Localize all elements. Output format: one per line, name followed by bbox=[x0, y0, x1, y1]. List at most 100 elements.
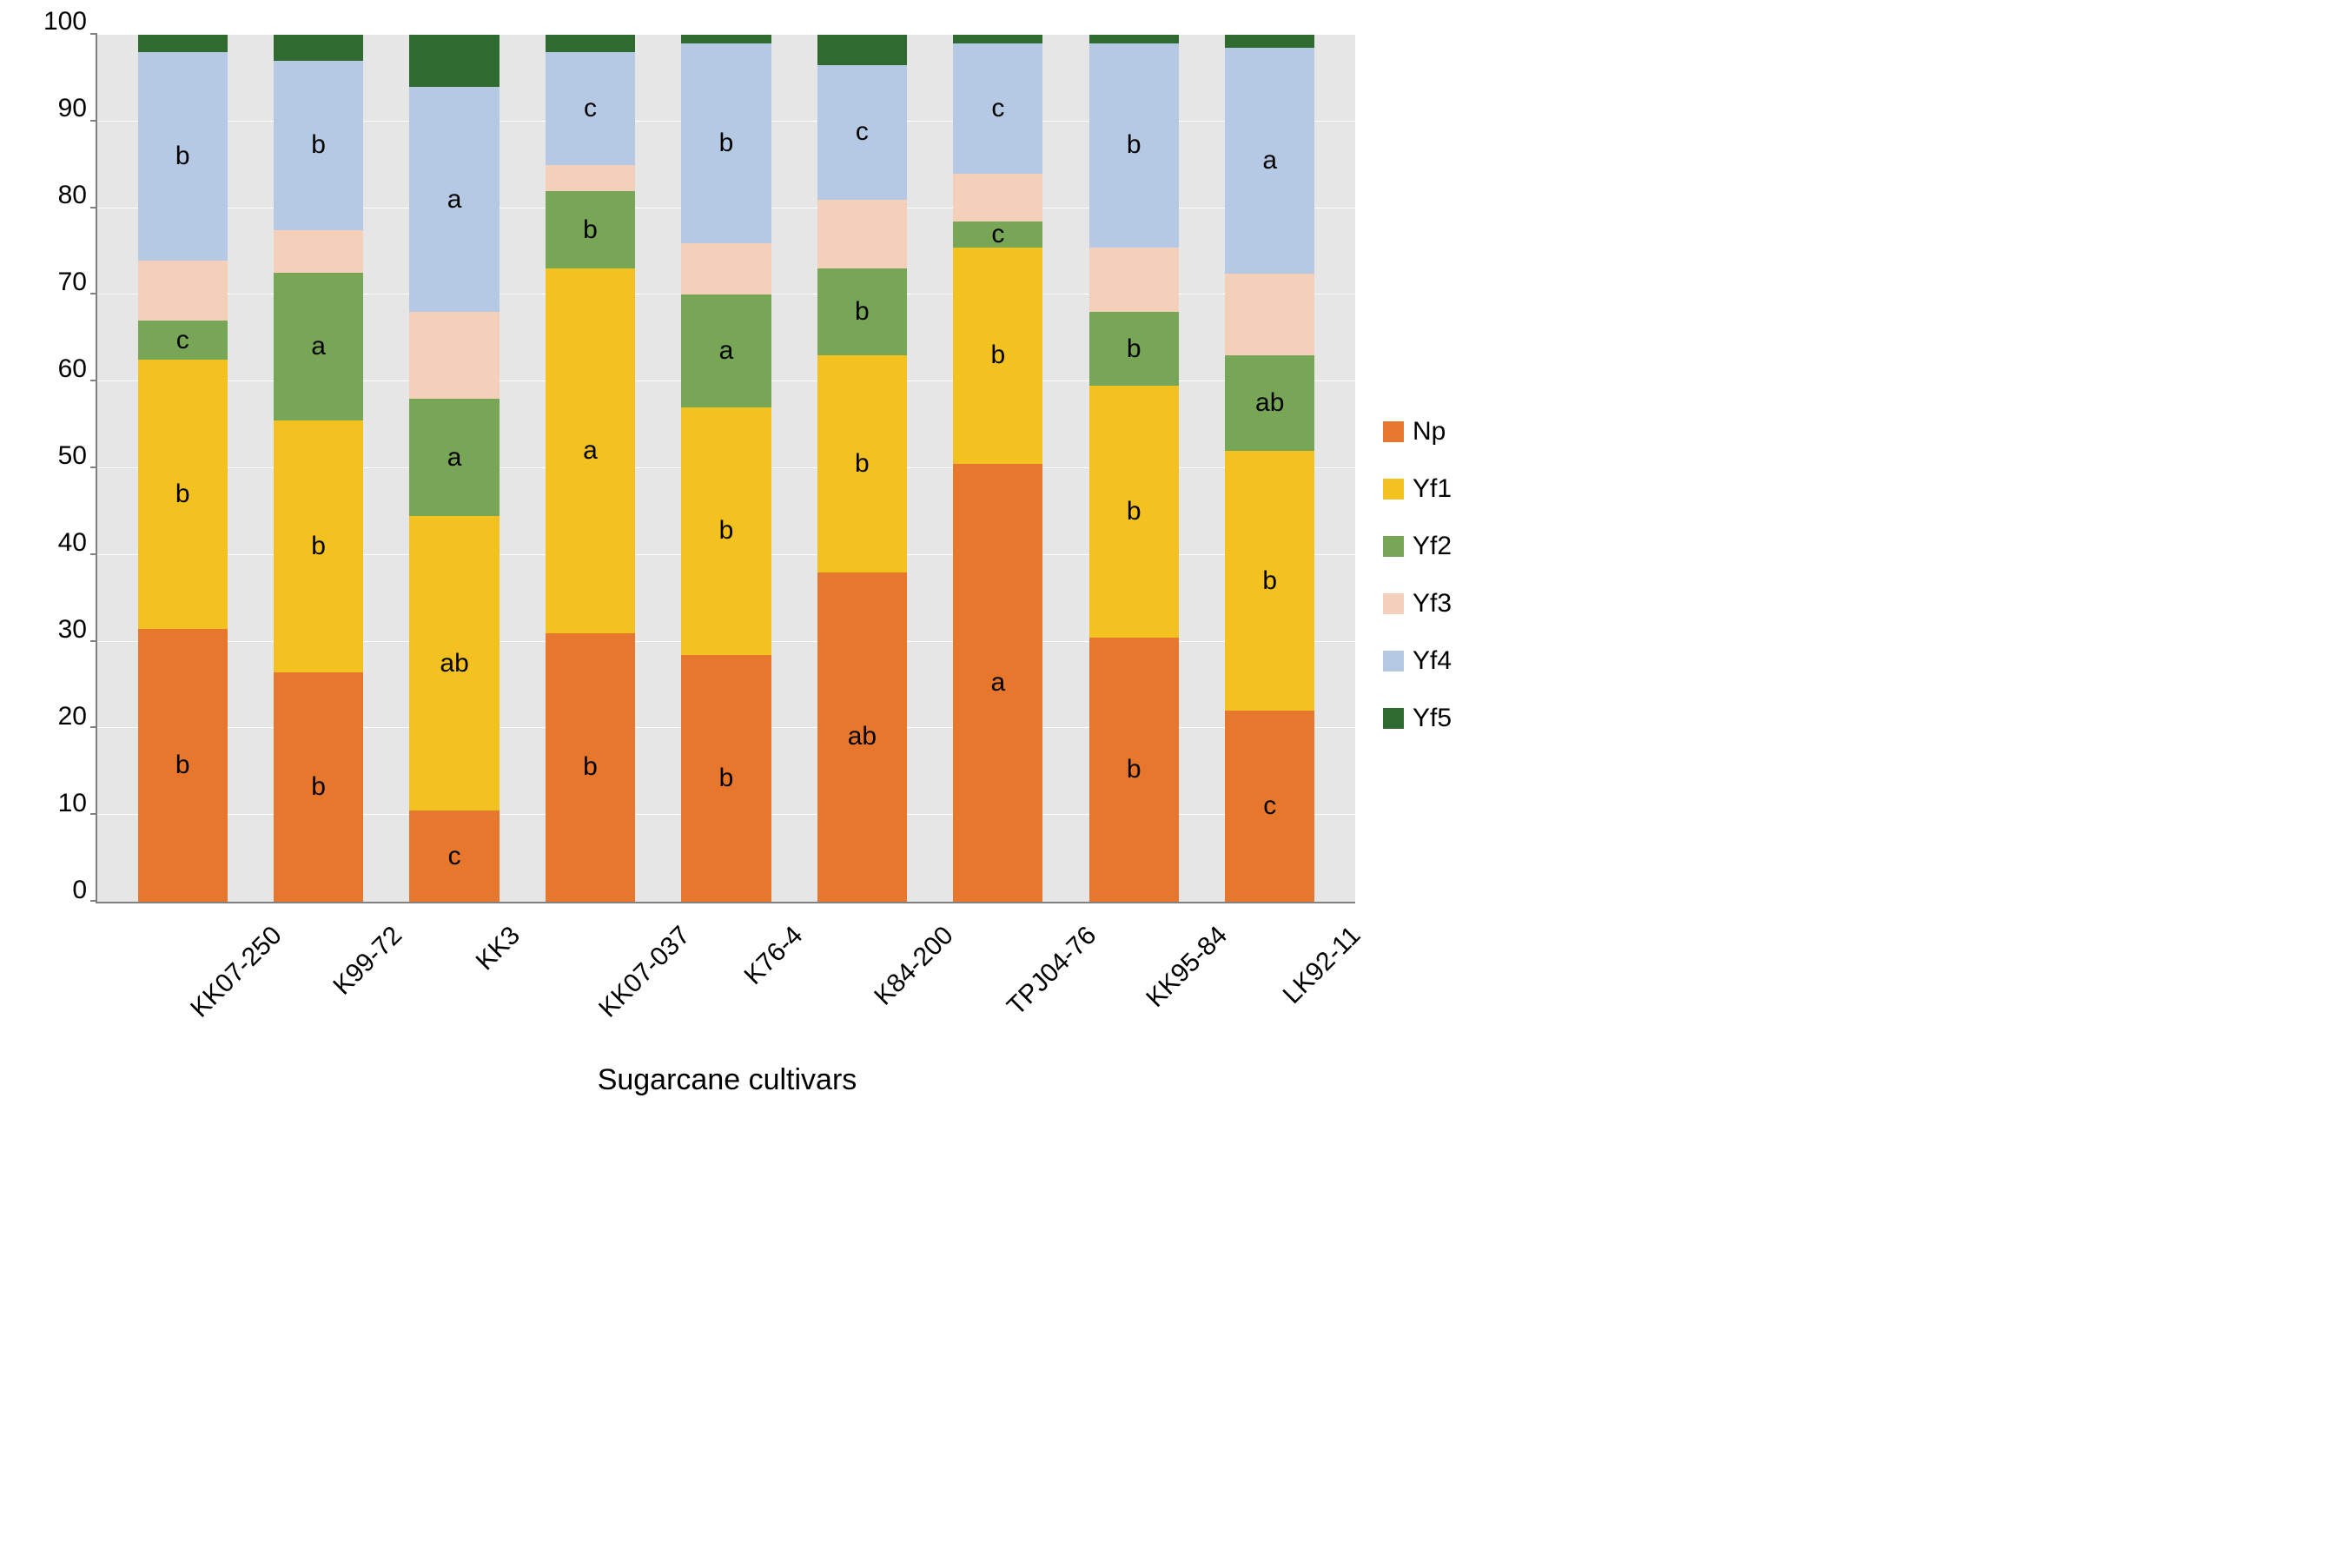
legend-item-Yf1: Yf1 bbox=[1383, 474, 1452, 504]
segment-Yf5 bbox=[953, 35, 1042, 43]
segment-annotation: b bbox=[1127, 334, 1141, 364]
segment-Np: a bbox=[953, 464, 1042, 902]
plot-row: 0102030405060708090100 bbcbbbabcabaababc… bbox=[35, 35, 1357, 903]
bar-slot: bbcb bbox=[115, 35, 250, 902]
segment-annotation: b bbox=[855, 297, 870, 327]
segment-annotation: c bbox=[448, 842, 461, 871]
segment-Yf1: a bbox=[546, 268, 635, 632]
y-tick-mark bbox=[90, 33, 97, 35]
y-tick-mark bbox=[90, 207, 97, 208]
segment-annotation: ab bbox=[1255, 388, 1284, 418]
segment-Yf3 bbox=[546, 165, 635, 191]
segment-annotation: c bbox=[1263, 791, 1276, 821]
segment-Yf1: b bbox=[681, 407, 771, 654]
x-category-label: K99-72 bbox=[328, 921, 407, 1001]
bar-slot: abcc bbox=[930, 35, 1066, 902]
legend-item-Yf4: Yf4 bbox=[1383, 646, 1452, 676]
segment-annotation: b bbox=[855, 449, 870, 479]
legend-label: Np bbox=[1413, 417, 1446, 447]
segment-Yf5 bbox=[1089, 35, 1179, 43]
bar-KK95-84: bbbb bbox=[1089, 35, 1179, 902]
segment-Yf2: b bbox=[546, 191, 635, 269]
chart-main: Average percentage frequency of waveform… bbox=[35, 35, 1357, 1097]
segment-annotation: b bbox=[311, 772, 326, 802]
bar-slot: babc bbox=[522, 35, 658, 902]
segment-annotation: c bbox=[991, 94, 1004, 123]
chart-container: Average percentage frequency of waveform… bbox=[35, 35, 2314, 1097]
segment-annotation: a bbox=[583, 436, 598, 466]
x-category-label: K76-4 bbox=[738, 921, 809, 991]
segment-Yf3 bbox=[681, 243, 771, 295]
y-tick-mark bbox=[90, 293, 97, 294]
segment-annotation: ab bbox=[440, 649, 468, 678]
legend-label: Yf2 bbox=[1413, 532, 1452, 561]
bar-KK3: c ab a a bbox=[409, 35, 499, 902]
segment-Yf3 bbox=[817, 200, 907, 269]
segment-annotation: b bbox=[719, 129, 734, 158]
x-category-label: KK07-037 bbox=[593, 921, 696, 1023]
segment-annotation: a bbox=[1262, 146, 1277, 175]
segment-annotation: c bbox=[176, 326, 189, 355]
segment-annotation: c bbox=[856, 117, 869, 147]
x-category-label: KK95-84 bbox=[1141, 921, 1234, 1014]
segment-Yf1: b bbox=[1225, 451, 1314, 711]
x-axis-labels: KK07-250K99-72KK3KK07-037K76-4K84-200TPJ… bbox=[97, 903, 1357, 942]
legend-swatch bbox=[1383, 708, 1404, 729]
legend-swatch bbox=[1383, 536, 1404, 557]
segment-Yf4: c bbox=[546, 52, 635, 165]
bar-slot: b b a b bbox=[658, 35, 794, 902]
segment-Np: b bbox=[274, 672, 363, 902]
x-category-label: KK3 bbox=[471, 921, 526, 976]
segment-Yf2: c bbox=[138, 321, 228, 360]
y-tick-mark bbox=[90, 900, 97, 902]
segment-annotation: b bbox=[175, 480, 190, 509]
segment-Yf1: b bbox=[138, 360, 228, 628]
segment-Yf1: b bbox=[817, 355, 907, 572]
segment-annotation: b bbox=[719, 516, 734, 546]
segment-Yf1: b bbox=[953, 248, 1042, 465]
legend-label: Yf5 bbox=[1413, 704, 1452, 733]
legend-label: Yf4 bbox=[1413, 646, 1452, 676]
y-tick-mark bbox=[90, 640, 97, 642]
y-tick-mark bbox=[90, 466, 97, 468]
segment-annotation: b bbox=[311, 532, 326, 561]
segment-Yf5 bbox=[681, 35, 771, 43]
segment-Np: b bbox=[681, 655, 771, 902]
segment-Yf4: c bbox=[817, 65, 907, 200]
bar-LK92-11: c b ab a bbox=[1225, 35, 1314, 902]
legend-item-Yf5: Yf5 bbox=[1383, 704, 1452, 733]
segment-annotation: b bbox=[990, 341, 1005, 370]
legend-label: Yf1 bbox=[1413, 474, 1452, 504]
x-axis-label: Sugarcane cultivars bbox=[97, 1063, 1357, 1097]
segment-Yf2: ab bbox=[1225, 355, 1314, 451]
legend-item-Yf3: Yf3 bbox=[1383, 589, 1452, 619]
bar-slot: bbab bbox=[250, 35, 386, 902]
segment-annotation: b bbox=[583, 752, 598, 782]
segment-Yf2: a bbox=[681, 294, 771, 407]
bar-KK07-037: babc bbox=[546, 35, 635, 902]
segment-Yf3 bbox=[274, 230, 363, 274]
segment-Yf1: ab bbox=[409, 516, 499, 810]
y-tick-mark bbox=[90, 813, 97, 815]
bar-slot: ab b b c bbox=[794, 35, 930, 902]
segment-Yf2: b bbox=[817, 268, 907, 355]
segment-Yf5 bbox=[274, 35, 363, 61]
bar-slot: bbbb bbox=[1066, 35, 1201, 902]
x-label-slot: KK07-037 bbox=[523, 903, 659, 942]
segment-annotation: a bbox=[719, 336, 734, 366]
bar-TPJ04-76: abcc bbox=[953, 35, 1042, 902]
x-label-slot: KK07-250 bbox=[115, 903, 251, 942]
segment-Yf3 bbox=[138, 261, 228, 321]
segment-Yf3 bbox=[1225, 274, 1314, 356]
segment-annotation: a bbox=[447, 185, 462, 215]
segment-Yf4: a bbox=[409, 87, 499, 312]
segment-annotation: b bbox=[1127, 130, 1141, 160]
bar-K76-4: b b a b bbox=[681, 35, 771, 902]
segment-annotation: ab bbox=[848, 722, 877, 751]
segment-Yf3 bbox=[409, 312, 499, 399]
segment-annotation: b bbox=[311, 130, 326, 160]
y-tick-mark bbox=[90, 726, 97, 728]
legend-swatch bbox=[1383, 479, 1404, 500]
segment-Yf1: b bbox=[274, 420, 363, 672]
segment-Yf2: a bbox=[409, 399, 499, 516]
